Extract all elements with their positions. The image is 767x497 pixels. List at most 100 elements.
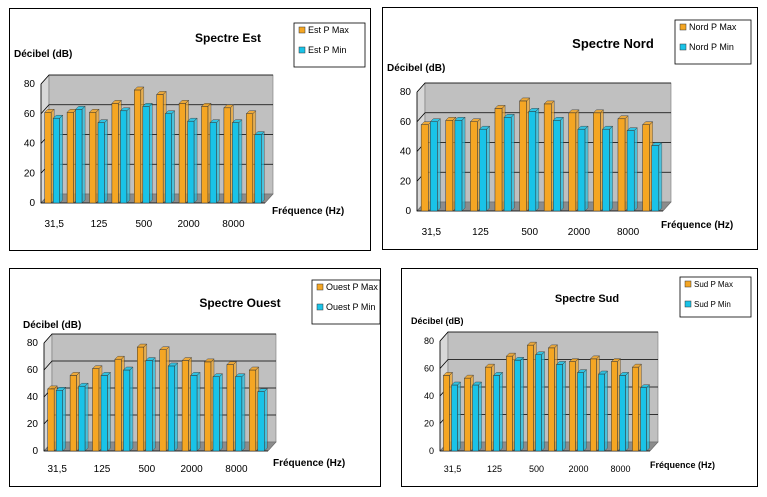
bar-min-front [235, 376, 243, 452]
y-tick-label: 20 [400, 176, 412, 187]
y-tick-label: 20 [27, 419, 39, 430]
x-axis-label: Fréquence (Hz) [272, 206, 344, 217]
bar-min-front [164, 113, 172, 204]
bar-min-side [510, 113, 515, 212]
bar-max-front [178, 103, 186, 204]
bar-max-front [201, 106, 209, 204]
x-tick-label: 125 [94, 464, 111, 475]
y-tick-label: 0 [32, 446, 38, 457]
bar-max-front [494, 108, 503, 212]
bar-max-front [156, 94, 164, 204]
legend-swatch [316, 303, 324, 311]
bar-min [100, 371, 112, 452]
bar-min-side [264, 387, 268, 452]
bar-max [589, 355, 601, 452]
x-tick-label: 2000 [568, 227, 591, 238]
bar-min-front [514, 360, 521, 452]
bar-min [503, 113, 515, 212]
bar-min [577, 125, 589, 212]
bar-max [111, 99, 123, 204]
bar-min-side [152, 356, 156, 452]
bar-min-side [59, 114, 63, 204]
legend-label: Est P Min [308, 45, 346, 55]
bar-min [597, 370, 609, 452]
bar-max-front [111, 103, 119, 204]
bar-min [639, 384, 651, 452]
bar-max [223, 104, 235, 204]
bar-min-front [100, 375, 108, 452]
bar-min-front [619, 375, 626, 452]
bar-min [145, 356, 156, 452]
bar-max [445, 116, 457, 212]
bar-min-front [479, 128, 487, 212]
bar-min [77, 382, 89, 452]
x-tick-label: 31,5 [422, 227, 442, 238]
bar-min-side [126, 107, 131, 204]
bar-max [463, 374, 475, 452]
bar-min-side [62, 386, 66, 452]
bar-min-front [209, 122, 217, 204]
bar-max [543, 100, 555, 212]
x-tick-label: 2000 [568, 464, 588, 474]
bar-min-front [212, 376, 220, 452]
chart-title: Spectre Nord [572, 36, 654, 51]
legend-swatch [298, 26, 306, 34]
bar-min [257, 387, 268, 452]
bar-min-front [640, 387, 647, 452]
bar-min [626, 127, 638, 212]
y-tick-label: 0 [405, 206, 411, 217]
bar-min-side [461, 116, 466, 212]
bar-max [44, 108, 55, 204]
bar-min [189, 371, 201, 452]
bar-max-front [443, 375, 450, 452]
y-axis-label: Décibel (dB) [14, 49, 72, 60]
bar-max [203, 358, 215, 452]
legend-label: Ouest P Max [326, 282, 378, 292]
bar-max-front [226, 364, 234, 452]
legend-swatch [679, 43, 687, 51]
bar-min-front [503, 117, 512, 212]
bar-min-front [598, 373, 605, 452]
legend-label: Nord P Min [689, 42, 734, 52]
bar-max-front [137, 346, 145, 452]
bar-min-side [107, 371, 111, 452]
y-tick-label: 60 [24, 109, 36, 120]
bar-min-front [493, 375, 500, 452]
legend-label: Ouest P Min [326, 302, 375, 312]
bar-min-front [78, 385, 86, 452]
gridline [416, 112, 671, 123]
bar-min-side [241, 373, 246, 452]
bar-min-side [457, 381, 461, 452]
gridline [43, 360, 276, 371]
gridline [439, 359, 658, 369]
y-tick-label: 60 [27, 365, 39, 376]
bar-min-front [454, 120, 463, 212]
x-tick-label: 125 [91, 219, 108, 230]
bar-min-front [528, 111, 537, 212]
bar-min [209, 119, 221, 204]
bar-max-front [568, 112, 577, 212]
legend-label: Sud P Max [694, 280, 733, 289]
bar-max [518, 97, 531, 212]
y-tick-label: 40 [27, 392, 39, 403]
y-axis-label: Décibel (dB) [411, 316, 464, 326]
bar-max-front [617, 118, 626, 212]
bar-max-front [445, 120, 454, 212]
bar-min [74, 105, 86, 204]
x-tick-label: 8000 [222, 219, 245, 230]
bar-min [429, 118, 442, 212]
bar-max-front [506, 355, 513, 452]
x-tick-label: 500 [138, 464, 155, 475]
legend-swatch [684, 280, 692, 288]
bar-min [552, 116, 565, 212]
x-tick-label: 500 [135, 219, 152, 230]
legend-label: Est P Max [308, 25, 349, 35]
chart-panel-sud: 0 20 40 60 80 31,5 125 500 2000 8000 Spectre Sud Dé… [401, 268, 758, 487]
bar-max [631, 363, 643, 452]
bar-max-front [590, 358, 597, 452]
bar-min-front [257, 391, 265, 452]
bar-max-front [611, 361, 618, 452]
bar-max [159, 346, 170, 452]
bar-min-side [81, 105, 86, 204]
bar-max [610, 358, 622, 452]
